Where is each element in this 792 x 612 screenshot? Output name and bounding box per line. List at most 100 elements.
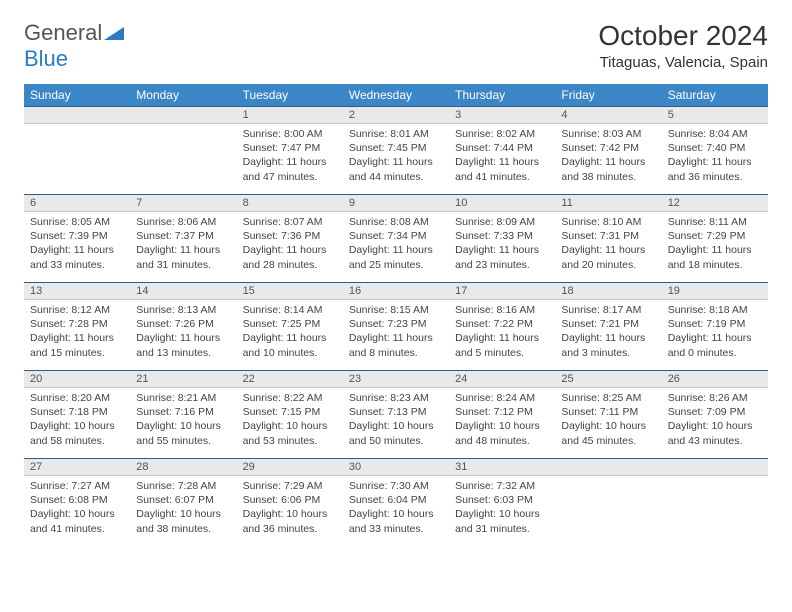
weekday-header-row: SundayMondayTuesdayWednesdayThursdayFrid…	[24, 84, 768, 106]
day-body: Sunrise: 8:07 AMSunset: 7:36 PMDaylight:…	[237, 212, 343, 278]
day-number: 25	[555, 370, 661, 388]
calendar-day-cell: 20Sunrise: 8:20 AMSunset: 7:18 PMDayligh…	[24, 370, 130, 458]
calendar-day-cell: 24Sunrise: 8:24 AMSunset: 7:12 PMDayligh…	[449, 370, 555, 458]
calendar-day-cell: 15Sunrise: 8:14 AMSunset: 7:25 PMDayligh…	[237, 282, 343, 370]
header: General Blue October 2024 Titaguas, Vale…	[24, 20, 768, 72]
day-number: 26	[662, 370, 768, 388]
calendar-day-cell: 26Sunrise: 8:26 AMSunset: 7:09 PMDayligh…	[662, 370, 768, 458]
sunset-text: Sunset: 7:29 PM	[668, 229, 762, 243]
calendar-day-cell: 29Sunrise: 7:29 AMSunset: 6:06 PMDayligh…	[237, 458, 343, 546]
day-number: 2	[343, 106, 449, 124]
day-body: Sunrise: 8:23 AMSunset: 7:13 PMDaylight:…	[343, 388, 449, 454]
day-body: Sunrise: 7:27 AMSunset: 6:08 PMDaylight:…	[24, 476, 130, 542]
sunrise-text: Sunrise: 7:32 AM	[455, 479, 549, 493]
daylight-text: Daylight: 11 hours and 44 minutes.	[349, 155, 443, 183]
logo-triangle-icon	[104, 20, 124, 46]
day-body: Sunrise: 8:16 AMSunset: 7:22 PMDaylight:…	[449, 300, 555, 366]
sunrise-text: Sunrise: 7:28 AM	[136, 479, 230, 493]
location: Titaguas, Valencia, Spain	[598, 54, 768, 71]
sunrise-text: Sunrise: 8:03 AM	[561, 127, 655, 141]
daylight-text: Daylight: 11 hours and 0 minutes.	[668, 331, 762, 359]
calendar-day-cell: 16Sunrise: 8:15 AMSunset: 7:23 PMDayligh…	[343, 282, 449, 370]
calendar-day-cell: 21Sunrise: 8:21 AMSunset: 7:16 PMDayligh…	[130, 370, 236, 458]
sunset-text: Sunset: 7:26 PM	[136, 317, 230, 331]
day-body: Sunrise: 8:13 AMSunset: 7:26 PMDaylight:…	[130, 300, 236, 366]
day-number: 29	[237, 458, 343, 476]
calendar-day-cell: 14Sunrise: 8:13 AMSunset: 7:26 PMDayligh…	[130, 282, 236, 370]
sunrise-text: Sunrise: 8:22 AM	[243, 391, 337, 405]
weekday-header: Tuesday	[237, 84, 343, 106]
calendar-day-cell	[24, 106, 130, 194]
sunrise-text: Sunrise: 8:21 AM	[136, 391, 230, 405]
day-number: 7	[130, 194, 236, 212]
sunset-text: Sunset: 7:37 PM	[136, 229, 230, 243]
day-number: 6	[24, 194, 130, 212]
title-block: October 2024 Titaguas, Valencia, Spain	[598, 20, 768, 71]
day-body: Sunrise: 7:29 AMSunset: 6:06 PMDaylight:…	[237, 476, 343, 542]
day-body: Sunrise: 8:17 AMSunset: 7:21 PMDaylight:…	[555, 300, 661, 366]
sunrise-text: Sunrise: 8:11 AM	[668, 215, 762, 229]
calendar-day-cell: 19Sunrise: 8:18 AMSunset: 7:19 PMDayligh…	[662, 282, 768, 370]
day-body: Sunrise: 7:28 AMSunset: 6:07 PMDaylight:…	[130, 476, 236, 542]
day-number: 1	[237, 106, 343, 124]
day-number: 20	[24, 370, 130, 388]
day-body: Sunrise: 8:10 AMSunset: 7:31 PMDaylight:…	[555, 212, 661, 278]
day-number: 21	[130, 370, 236, 388]
sunset-text: Sunset: 6:08 PM	[30, 493, 124, 507]
daylight-text: Daylight: 10 hours and 41 minutes.	[30, 507, 124, 535]
day-number	[24, 106, 130, 124]
calendar-day-cell	[130, 106, 236, 194]
day-body: Sunrise: 8:15 AMSunset: 7:23 PMDaylight:…	[343, 300, 449, 366]
sunset-text: Sunset: 7:47 PM	[243, 141, 337, 155]
daylight-text: Daylight: 11 hours and 18 minutes.	[668, 243, 762, 271]
day-body: Sunrise: 8:20 AMSunset: 7:18 PMDaylight:…	[24, 388, 130, 454]
day-number: 3	[449, 106, 555, 124]
daylight-text: Daylight: 11 hours and 8 minutes.	[349, 331, 443, 359]
day-number: 14	[130, 282, 236, 300]
day-body: Sunrise: 8:11 AMSunset: 7:29 PMDaylight:…	[662, 212, 768, 278]
calendar-week-row: 13Sunrise: 8:12 AMSunset: 7:28 PMDayligh…	[24, 282, 768, 370]
sunrise-text: Sunrise: 8:20 AM	[30, 391, 124, 405]
sunrise-text: Sunrise: 8:24 AM	[455, 391, 549, 405]
calendar-day-cell: 9Sunrise: 8:08 AMSunset: 7:34 PMDaylight…	[343, 194, 449, 282]
sunrise-text: Sunrise: 8:17 AM	[561, 303, 655, 317]
calendar-day-cell: 8Sunrise: 8:07 AMSunset: 7:36 PMDaylight…	[237, 194, 343, 282]
day-number: 4	[555, 106, 661, 124]
daylight-text: Daylight: 11 hours and 36 minutes.	[668, 155, 762, 183]
day-body: Sunrise: 8:25 AMSunset: 7:11 PMDaylight:…	[555, 388, 661, 454]
daylight-text: Daylight: 10 hours and 33 minutes.	[349, 507, 443, 535]
sunset-text: Sunset: 7:31 PM	[561, 229, 655, 243]
daylight-text: Daylight: 11 hours and 15 minutes.	[30, 331, 124, 359]
daylight-text: Daylight: 10 hours and 58 minutes.	[30, 419, 124, 447]
sunrise-text: Sunrise: 7:27 AM	[30, 479, 124, 493]
calendar-day-cell: 11Sunrise: 8:10 AMSunset: 7:31 PMDayligh…	[555, 194, 661, 282]
day-number: 16	[343, 282, 449, 300]
calendar-day-cell: 23Sunrise: 8:23 AMSunset: 7:13 PMDayligh…	[343, 370, 449, 458]
calendar-body: 1Sunrise: 8:00 AMSunset: 7:47 PMDaylight…	[24, 106, 768, 546]
weekday-header: Friday	[555, 84, 661, 106]
daylight-text: Daylight: 11 hours and 20 minutes.	[561, 243, 655, 271]
sunset-text: Sunset: 7:19 PM	[668, 317, 762, 331]
day-number	[555, 458, 661, 476]
sunrise-text: Sunrise: 8:26 AM	[668, 391, 762, 405]
sunrise-text: Sunrise: 7:29 AM	[243, 479, 337, 493]
sunset-text: Sunset: 6:06 PM	[243, 493, 337, 507]
day-number: 11	[555, 194, 661, 212]
day-number: 9	[343, 194, 449, 212]
day-body	[130, 124, 236, 133]
day-body: Sunrise: 8:22 AMSunset: 7:15 PMDaylight:…	[237, 388, 343, 454]
sunset-text: Sunset: 7:44 PM	[455, 141, 549, 155]
sunrise-text: Sunrise: 8:16 AM	[455, 303, 549, 317]
day-number: 19	[662, 282, 768, 300]
day-number: 17	[449, 282, 555, 300]
sunrise-text: Sunrise: 8:12 AM	[30, 303, 124, 317]
sunrise-text: Sunrise: 8:09 AM	[455, 215, 549, 229]
sunset-text: Sunset: 7:34 PM	[349, 229, 443, 243]
daylight-text: Daylight: 11 hours and 47 minutes.	[243, 155, 337, 183]
sunset-text: Sunset: 6:04 PM	[349, 493, 443, 507]
daylight-text: Daylight: 11 hours and 13 minutes.	[136, 331, 230, 359]
sunset-text: Sunset: 7:12 PM	[455, 405, 549, 419]
calendar-day-cell: 30Sunrise: 7:30 AMSunset: 6:04 PMDayligh…	[343, 458, 449, 546]
daylight-text: Daylight: 11 hours and 3 minutes.	[561, 331, 655, 359]
sunrise-text: Sunrise: 8:14 AM	[243, 303, 337, 317]
